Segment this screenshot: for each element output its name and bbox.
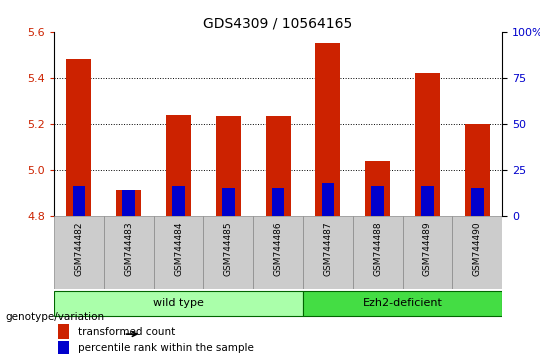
Bar — [58, 324, 69, 339]
Text: transformed count: transformed count — [78, 326, 176, 337]
Bar — [372, 186, 384, 216]
Text: GSM744483: GSM744483 — [124, 222, 133, 276]
Text: GSM744486: GSM744486 — [274, 222, 282, 276]
Bar — [172, 186, 185, 216]
Text: GSM744489: GSM744489 — [423, 222, 432, 276]
Bar — [471, 188, 483, 216]
Bar — [266, 116, 291, 216]
Bar — [66, 59, 91, 216]
Bar — [58, 341, 69, 354]
Bar — [353, 216, 403, 289]
Bar — [116, 190, 141, 216]
Text: GSM744485: GSM744485 — [224, 222, 233, 276]
Text: wild type: wild type — [153, 298, 204, 308]
Bar — [303, 216, 353, 289]
Bar — [123, 190, 135, 216]
Text: GSM744487: GSM744487 — [323, 222, 333, 276]
Bar — [153, 216, 204, 289]
Title: GDS4309 / 10564165: GDS4309 / 10564165 — [204, 17, 353, 31]
Bar — [166, 115, 191, 216]
Bar — [365, 160, 390, 216]
Bar — [222, 188, 234, 216]
Bar — [54, 216, 104, 289]
Bar — [403, 216, 453, 289]
Bar — [322, 183, 334, 216]
Bar — [272, 188, 285, 216]
Bar — [104, 216, 153, 289]
Bar — [315, 43, 340, 216]
Text: genotype/variation: genotype/variation — [5, 312, 105, 322]
FancyBboxPatch shape — [54, 291, 303, 316]
Bar — [465, 124, 490, 216]
Bar — [421, 186, 434, 216]
Text: percentile rank within the sample: percentile rank within the sample — [78, 343, 254, 353]
Text: GSM744490: GSM744490 — [473, 222, 482, 276]
Bar — [73, 186, 85, 216]
Bar — [216, 116, 241, 216]
Text: GSM744484: GSM744484 — [174, 222, 183, 276]
Text: GSM744482: GSM744482 — [75, 222, 83, 276]
FancyBboxPatch shape — [303, 291, 502, 316]
Text: Ezh2-deficient: Ezh2-deficient — [363, 298, 443, 308]
Bar — [204, 216, 253, 289]
Bar — [253, 216, 303, 289]
Bar — [415, 73, 440, 216]
Text: GSM744488: GSM744488 — [373, 222, 382, 276]
Bar — [453, 216, 502, 289]
